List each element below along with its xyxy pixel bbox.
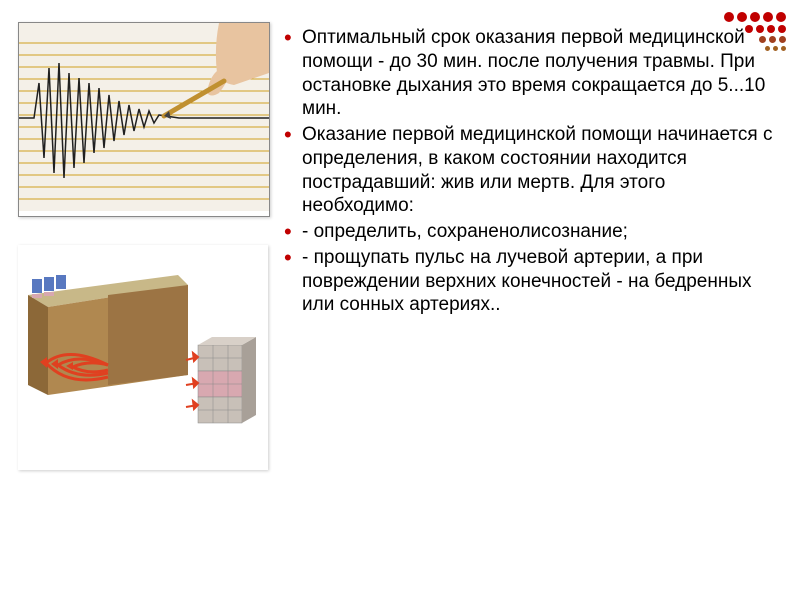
paragraph-3: - определить, сохраненолисознание; xyxy=(284,220,782,244)
paragraph-1: Оптимальный срок оказания первой медицин… xyxy=(284,26,782,121)
image-column xyxy=(18,22,268,582)
text-column: Оптимальный срок оказания первой медицин… xyxy=(284,22,782,582)
seismograph-image xyxy=(18,22,270,217)
paragraph-2: Оказание первой медицинской помощи начин… xyxy=(284,123,782,218)
fault-diagram-image xyxy=(18,245,268,470)
slide-content: Оптимальный срок оказания первой медицин… xyxy=(0,0,800,600)
paragraph-4: - прощупать пульс на лучевой артерии, а … xyxy=(284,246,782,317)
